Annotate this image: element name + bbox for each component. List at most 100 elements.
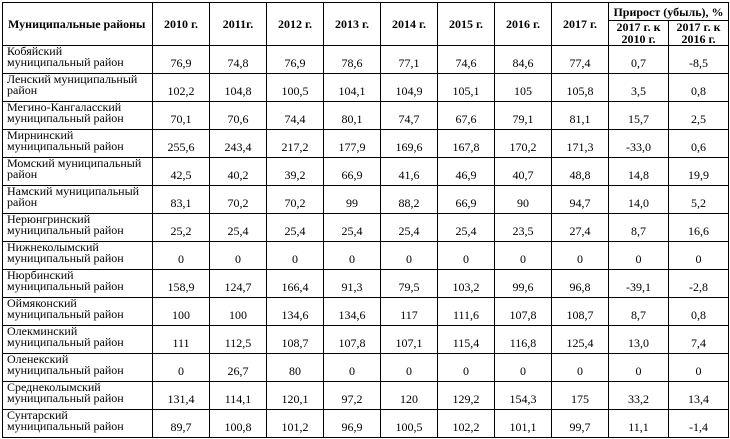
value-cell: 0 (380, 241, 438, 270)
table-body: Кобяйский муниципальный район 76,9 74,8 76,… (2, 45, 730, 438)
year-header: 2011г. (209, 2, 267, 46)
value-cell: 40,2 (209, 157, 267, 186)
header-subrow: 2017 г. к 2010 г. 2017 г. к 2016 г. (3, 20, 730, 46)
district-name-cell: Мирнинский муниципальный район (2, 129, 153, 158)
value-cell: 40,7 (494, 157, 552, 186)
value-cell: 48,8 (551, 157, 609, 186)
value-cell: 169,6 (380, 129, 438, 158)
value-cell: 100,5 (266, 73, 324, 102)
growth-cell: 14,8 (608, 157, 669, 186)
value-cell: 81,1 (551, 101, 609, 130)
value-cell: 115,4 (437, 325, 495, 354)
growth-cell: 8,7 (608, 213, 669, 242)
value-cell: 0 (323, 353, 381, 382)
value-cell: 175 (551, 381, 609, 410)
value-cell: 104,9 (380, 73, 438, 102)
growth-cell: -33,0 (608, 129, 669, 158)
growth-cell: -2,8 (667, 269, 730, 298)
value-cell: 66,9 (437, 185, 495, 214)
year-header: 2010 г. (152, 2, 210, 46)
header-row: Муниципальные районы 2010 г. 2011г. 2012… (2, 2, 730, 46)
table-row: Оймяконский муниципальный район 100 100 134… (2, 297, 730, 326)
value-cell: 107,8 (323, 325, 381, 354)
district-name-cell: Оленекский муниципальный район (2, 353, 153, 382)
value-cell: 171,3 (551, 129, 609, 158)
value-cell: 102,2 (152, 73, 210, 102)
growth-cell: 0 (667, 241, 730, 270)
value-cell: 104,1 (323, 73, 381, 102)
value-cell: 74,6 (437, 45, 495, 74)
table-row: Среднеколымский муниципальный район 131,4… (2, 381, 730, 410)
table-row: Нижнеколымский муниципальный район 0 0 0 0 0 0… (2, 241, 730, 270)
value-cell: 105,1 (437, 73, 495, 102)
value-cell: 27,4 (551, 213, 609, 242)
value-cell: 167,8 (437, 129, 495, 158)
value-cell: 70,1 (152, 101, 210, 130)
value-cell: 76,9 (266, 45, 324, 74)
table-row: Нюрбинский муниципальный район 158,9 124,7… (2, 269, 730, 298)
value-cell: 120 (380, 381, 438, 410)
value-cell: 100 (152, 297, 210, 326)
value-cell: 177,9 (323, 129, 381, 158)
value-cell: 25,4 (323, 213, 381, 242)
value-cell: 105 (494, 73, 552, 102)
value-cell: 125,4 (551, 325, 609, 354)
district-name-cell: Сунтарский муниципальный район (2, 409, 153, 438)
growth-cell: -39,1 (608, 269, 669, 298)
value-cell: 74,4 (266, 101, 324, 130)
value-cell: 116,8 (494, 325, 552, 354)
growth-cell: 13,4 (667, 381, 730, 410)
table-row: Мегино-Кангаласский муниципальный район 7… (2, 101, 730, 130)
value-cell: 107,1 (380, 325, 438, 354)
district-header: Муниципальные районы (2, 2, 153, 46)
value-cell: 25,4 (209, 213, 267, 242)
value-cell: 67,6 (437, 101, 495, 130)
value-cell: 88,2 (380, 185, 438, 214)
value-cell: 103,2 (437, 269, 495, 298)
year-header: 2013 г. (323, 2, 381, 46)
value-cell: 124,7 (209, 269, 267, 298)
growth-sub-header: 2017 г. к 2016 г. (667, 20, 730, 46)
value-cell: 25,4 (380, 213, 438, 242)
value-cell: 112,5 (209, 325, 267, 354)
year-header: 2014 г. (380, 2, 438, 46)
value-cell: 0 (494, 353, 552, 382)
table-row: Мирнинский муниципальный район 255,6 243,4… (2, 129, 730, 158)
district-name-cell: Намский муниципальный район (2, 185, 153, 214)
district-name-cell: Ленский муниципальный район (2, 73, 153, 102)
value-cell: 0 (152, 353, 210, 382)
growth-cell: 11,1 (608, 409, 669, 438)
value-cell: 108,7 (551, 297, 609, 326)
value-cell: 0 (494, 241, 552, 270)
value-cell: 217,2 (266, 129, 324, 158)
value-cell: 74,8 (209, 45, 267, 74)
growth-cell: 0,8 (667, 73, 730, 102)
value-cell: 0 (551, 353, 609, 382)
district-name-cell: Нерюнгринский муниципальный район (2, 213, 153, 242)
growth-cell: -1,4 (667, 409, 730, 438)
value-cell: 120,1 (266, 381, 324, 410)
value-cell: 96,9 (323, 409, 381, 438)
table-row: Ленский муниципальный район 102,2 104,8 100… (2, 73, 730, 102)
value-cell: 111 (152, 325, 210, 354)
growth-cell: 2,5 (667, 101, 730, 130)
value-cell: 79,5 (380, 269, 438, 298)
value-cell: 80 (266, 353, 324, 382)
growth-cell: 3,5 (608, 73, 669, 102)
growth-cell: 0 (608, 353, 669, 382)
value-cell: 96,8 (551, 269, 609, 298)
value-cell: 170,2 (494, 129, 552, 158)
table-row: Кобяйский муниципальный район 76,9 74,8 76,… (2, 45, 730, 74)
growth-header: Прирост (убыль), % (607, 2, 730, 21)
year-header: 2015 г. (437, 2, 495, 46)
value-cell: 131,4 (152, 381, 210, 410)
value-cell: 97,2 (323, 381, 381, 410)
year-header: 2017 г. (551, 2, 609, 46)
value-cell: 107,8 (494, 297, 552, 326)
value-cell: 0 (152, 241, 210, 270)
value-cell: 102,2 (437, 409, 495, 438)
growth-cell: 0 (667, 353, 730, 382)
value-cell: 46,9 (437, 157, 495, 186)
table-row: Нерюнгринский муниципальный район 25,2 25,… (2, 213, 730, 242)
